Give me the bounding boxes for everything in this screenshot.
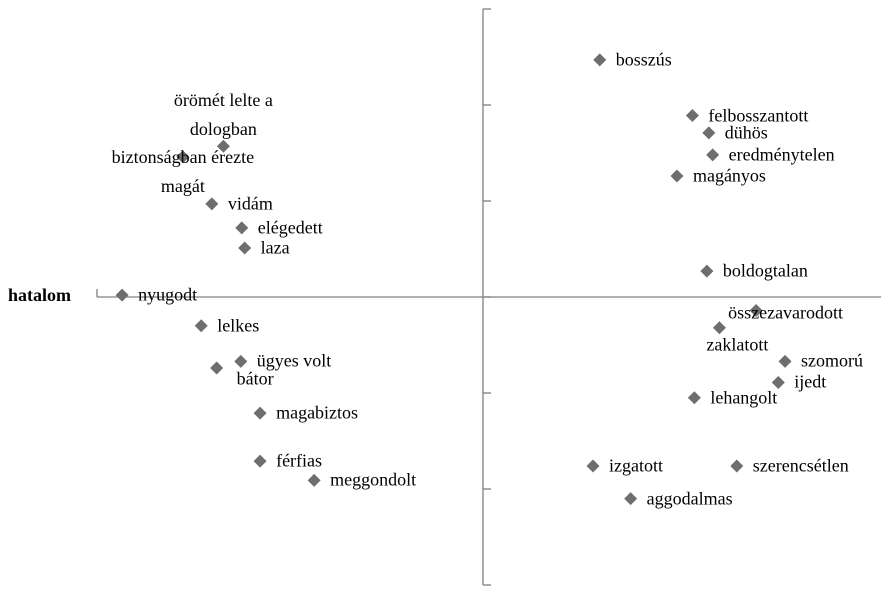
point-label: magabiztos [276, 402, 359, 423]
point-label: szomorú [801, 350, 864, 371]
point-label: lehangolt [710, 387, 778, 408]
point [712, 321, 726, 335]
point-label: férfias [276, 450, 323, 471]
point [706, 148, 720, 162]
point-label: vidám [227, 193, 273, 214]
point-label: magányos [692, 165, 766, 186]
point [210, 361, 224, 375]
point [234, 354, 248, 368]
point [749, 303, 763, 317]
point [253, 406, 267, 420]
point [235, 221, 249, 235]
point-label: ügyes volt [256, 350, 332, 371]
point-label: eredménytelen [728, 144, 835, 165]
point [670, 169, 684, 183]
x-axis-label: hatalom [8, 285, 71, 305]
point-label: izgatott [609, 455, 663, 476]
point [687, 391, 701, 405]
point-label: meggondolt [330, 469, 417, 490]
point [593, 53, 607, 67]
point [238, 241, 252, 255]
point [771, 375, 785, 389]
point [205, 197, 219, 211]
point [194, 319, 208, 333]
point-label: elégedett [257, 217, 323, 238]
point-label: szerencsétlen [752, 455, 849, 476]
point-label: aggodalmas [646, 488, 733, 509]
point-label: zaklatott [706, 334, 769, 355]
point-label: ijedt [794, 371, 827, 392]
point [778, 354, 792, 368]
point [700, 264, 714, 278]
point [730, 459, 744, 473]
point [307, 473, 321, 487]
point-label: lelkes [217, 315, 260, 336]
point [253, 454, 267, 468]
point [702, 126, 716, 140]
point-label: örömét lelte a dologban [173, 90, 273, 140]
point [685, 109, 699, 123]
point-label: felbosszantott [708, 105, 809, 126]
point [115, 288, 129, 302]
point [176, 150, 190, 164]
point [586, 459, 600, 473]
point [624, 492, 638, 506]
point-label: bosszús [615, 49, 672, 70]
point-label: bátor [236, 368, 274, 389]
point-label: boldogtalan [722, 260, 808, 281]
point-label: nyugodt [138, 284, 198, 305]
point-label: biztonságban érezte magát [111, 146, 255, 196]
point-label: laza [260, 237, 290, 258]
point [216, 139, 230, 153]
point-label: dühös [724, 122, 768, 143]
point-label: összezavarodott [728, 302, 844, 323]
